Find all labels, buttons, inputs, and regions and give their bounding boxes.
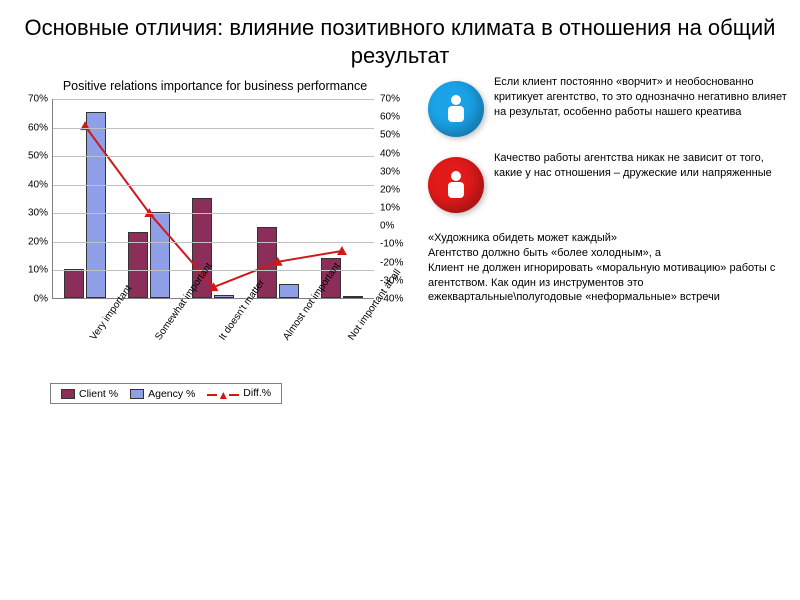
x-axis-labels: Very importantSomewhat importantIt doesn… xyxy=(52,299,374,379)
y-left-tick: 40% xyxy=(10,179,48,190)
y-right-tick: 0% xyxy=(380,221,420,232)
y-left-tick: 50% xyxy=(10,151,48,162)
badge-red-icon xyxy=(428,157,484,213)
commentary-column: Если клиент постоянно «ворчит» и необосн… xyxy=(420,75,790,404)
y-right-tick: -20% xyxy=(380,257,420,268)
chart-column: Positive relations importance for busine… xyxy=(10,75,420,404)
bar-agency xyxy=(214,295,234,298)
y-left-tick: 0% xyxy=(10,294,48,305)
chart-legend: Client % Agency % ▲ Diff.% xyxy=(50,383,282,404)
y-left-tick: 20% xyxy=(10,236,48,247)
x-tick-label: Not important at all xyxy=(338,305,433,393)
y-left-tick: 30% xyxy=(10,208,48,219)
slide-title: Основные отличия: влияние позитивного кл… xyxy=(0,0,800,75)
summary-text: «Художника обидеть может каждый»Агентств… xyxy=(428,227,790,305)
bar-client xyxy=(64,269,84,298)
y-left-tick: 70% xyxy=(10,94,48,105)
bar-agency xyxy=(279,284,299,298)
comment-positive: Если клиент постоянно «ворчит» и необосн… xyxy=(428,75,790,137)
legend-item-client: Client % xyxy=(61,388,118,400)
comment-positive-text: Если клиент постоянно «ворчит» и необосн… xyxy=(494,75,790,120)
y-right-tick: -10% xyxy=(380,239,420,250)
badge-blue-icon xyxy=(428,81,484,137)
bar-group xyxy=(59,99,111,298)
bar-group xyxy=(252,99,304,298)
y-left-tick: 60% xyxy=(10,122,48,133)
bar-group xyxy=(123,99,175,298)
y-left-tick: 10% xyxy=(10,265,48,276)
y-right-tick: 30% xyxy=(380,166,420,177)
bar-agency xyxy=(343,296,363,298)
legend-item-diff: ▲ Diff.% xyxy=(207,387,271,400)
chart-title: Positive relations importance for busine… xyxy=(10,75,420,99)
y-right-tick: 20% xyxy=(380,184,420,195)
chart-plot-area: 0%10%20%30%40%50%60%70%-40%-30%-20%-10%0… xyxy=(10,99,420,299)
bar-agency xyxy=(150,212,170,298)
y-right-tick: 60% xyxy=(380,112,420,123)
y-right-tick: 40% xyxy=(380,148,420,159)
y-right-tick: 50% xyxy=(380,130,420,141)
y-right-tick: 70% xyxy=(380,94,420,105)
comment-negative: Качество работы агентства никак не завис… xyxy=(428,151,790,213)
y-right-tick: 10% xyxy=(380,203,420,214)
comment-negative-text: Качество работы агентства никак не завис… xyxy=(494,151,790,181)
